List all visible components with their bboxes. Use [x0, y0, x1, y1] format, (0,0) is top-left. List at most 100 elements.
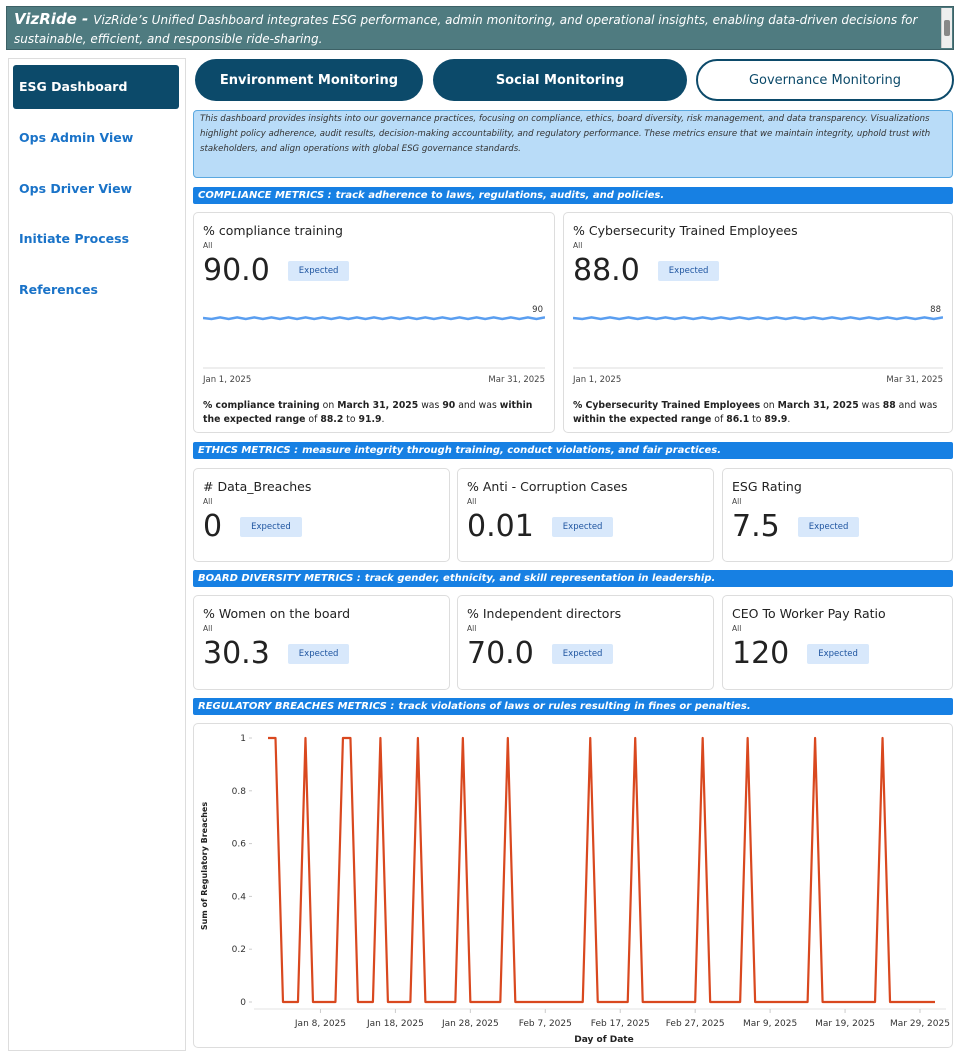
section-title: COMPLIANCE METRICS :	[198, 190, 332, 201]
kpi-value: 120	[732, 636, 790, 671]
kpi-row: 70.0 Expected	[467, 636, 614, 671]
kpi-card: % Independent directors All 70.0 Expected	[457, 595, 714, 690]
nav-item[interactable]: References	[19, 282, 98, 297]
description-part: of	[305, 414, 321, 425]
section-subtitle: track gender, ethnicity, and skill repre…	[364, 573, 716, 584]
description-part: .	[381, 414, 385, 425]
scrollbar[interactable]	[941, 8, 952, 48]
description-part: within the expected range	[573, 414, 712, 425]
kpi-title: % Anti - Corruption Cases	[467, 479, 628, 494]
kpi-title: % Cybersecurity Trained Employees	[573, 223, 798, 238]
end-date: Mar 31, 2025	[886, 375, 943, 385]
kpi-card: % Anti - Corruption Cases All 0.01 Expected	[457, 468, 714, 562]
scroll-thumb[interactable]	[944, 20, 950, 36]
kpi-title: CEO To Worker Pay Ratio	[732, 606, 886, 621]
tab[interactable]: Governance Monitoring	[696, 59, 954, 101]
kpi-card: # Data_Breaches All 0 Expected	[193, 468, 450, 562]
app-title: VizRide -	[14, 10, 89, 28]
x-tick-label: Mar 29, 2025	[890, 1019, 950, 1029]
sidebar: ESG Dashboard Ops Admin View Ops Driver Vi…	[8, 58, 186, 1051]
sparkline: 90	[203, 305, 545, 369]
y-tick-label: 0.6	[232, 840, 247, 850]
description: % compliance training on March 31, 2025 …	[203, 399, 545, 427]
description: % Cybersecurity Trained Employees on Mar…	[573, 399, 943, 427]
kpi-row: 90.0 Expected	[203, 253, 350, 288]
kpi-value: 7.5	[732, 509, 780, 544]
kpi-filter: All	[467, 624, 477, 633]
kpi-row: 7.5 Expected	[732, 509, 860, 544]
kpi-filter: All	[573, 241, 583, 250]
description-part: and was	[895, 400, 938, 411]
kpi-card: % Cybersecurity Trained Employees All 88.0…	[563, 212, 953, 433]
kpi-title: % Women on the board	[203, 606, 351, 621]
kpi-row: 88.0 Expected	[573, 253, 720, 288]
description-part: .	[787, 414, 791, 425]
description-part: of	[711, 414, 727, 425]
nav-item[interactable]: Ops Admin View	[19, 130, 134, 145]
x-tick-label: Feb 17, 2025	[591, 1019, 650, 1029]
kpi-value: 70.0	[467, 636, 534, 671]
section-heading: COMPLIANCE METRICS : track adherence to l…	[193, 187, 953, 204]
nav-item[interactable]: Ops Driver View	[19, 181, 133, 196]
status-badge: Expected	[240, 516, 302, 537]
y-tick-label: 1	[240, 734, 246, 744]
description-part: 86.1	[726, 414, 750, 425]
description-part: and was	[455, 400, 500, 411]
kpi-filter: All	[732, 624, 742, 633]
status-badge: Expected	[657, 260, 720, 281]
kpi-card: CEO To Worker Pay Ratio All 120 Expected	[722, 595, 953, 690]
description-part: to	[343, 414, 359, 425]
sparkline-label: 90	[532, 305, 543, 315]
kpi-filter: All	[732, 497, 742, 506]
x-tick-label: Jan 8, 2025	[294, 1019, 346, 1029]
description-part: was	[418, 400, 443, 411]
intro-text: This dashboard provides insights into ou…	[193, 110, 953, 178]
tab[interactable]: Social Monitoring	[433, 59, 687, 101]
kpi-card: % Women on the board All 30.3 Expected	[193, 595, 450, 690]
description-part: 88	[882, 400, 896, 411]
description-part: March 31, 2025	[777, 400, 859, 411]
kpi-card: ESG Rating All 7.5 Expected	[722, 468, 953, 562]
section-subtitle: measure integrity through training, cond…	[302, 445, 721, 456]
section-heading: ETHICS METRICS : measure integrity throug…	[193, 442, 953, 459]
chart-card: 0 0.2 0.4 0.6 0.8 1 Jan 8, 2025 Jan 18, 2025 Jan…	[193, 723, 953, 1048]
status-badge: Expected	[551, 643, 614, 664]
nav-item[interactable]: ESG Dashboard	[13, 65, 179, 109]
description-part: % compliance training	[203, 400, 320, 411]
kpi-value: 88.0	[573, 253, 640, 288]
description-part: to	[749, 414, 765, 425]
y-tick-label: 0.8	[232, 787, 247, 797]
kpi-filter: All	[203, 497, 213, 506]
section-heading: REGULATORY BREACHES METRICS : track viola…	[193, 698, 953, 715]
section-title: ETHICS METRICS :	[198, 445, 299, 456]
x-axis-title: Day of Date	[574, 1035, 633, 1045]
status-badge: Expected	[551, 516, 614, 537]
y-axis-title: Sum of Regulatory Breaches	[200, 802, 209, 930]
status-badge: Expected	[797, 516, 860, 537]
kpi-row: 0.01 Expected	[467, 509, 614, 544]
kpi-filter: All	[203, 624, 213, 633]
status-badge: Expected	[287, 643, 350, 664]
description-part: March 31, 2025	[337, 400, 419, 411]
end-date: Mar 31, 2025	[488, 375, 545, 385]
description-part: 88.2	[320, 414, 344, 425]
status-badge: Expected	[287, 260, 350, 281]
description-part: within the expected range	[203, 400, 533, 425]
kpi-title: ESG Rating	[732, 479, 802, 494]
start-date: Jan 1, 2025	[573, 375, 622, 385]
kpi-filter: All	[203, 241, 213, 250]
y-tick-label: 0.2	[232, 945, 246, 955]
kpi-value: 0	[203, 509, 223, 544]
sparkline-line	[203, 316, 545, 321]
start-date: Jan 1, 2025	[203, 375, 252, 385]
description-part: % Cybersecurity Trained Employees	[573, 400, 761, 411]
nav-item[interactable]: Initiate Process	[19, 231, 130, 246]
tab[interactable]: Environment Monitoring	[195, 59, 423, 101]
x-tick-label: Feb 27, 2025	[666, 1019, 725, 1029]
section-heading: BOARD DIVERSITY METRICS : track gender, e…	[193, 570, 953, 587]
x-tick-label: Mar 9, 2025	[743, 1019, 797, 1029]
kpi-value: 30.3	[203, 636, 270, 671]
section-title: BOARD DIVERSITY METRICS :	[198, 573, 361, 584]
x-tick-label: Jan 28, 2025	[441, 1019, 499, 1029]
